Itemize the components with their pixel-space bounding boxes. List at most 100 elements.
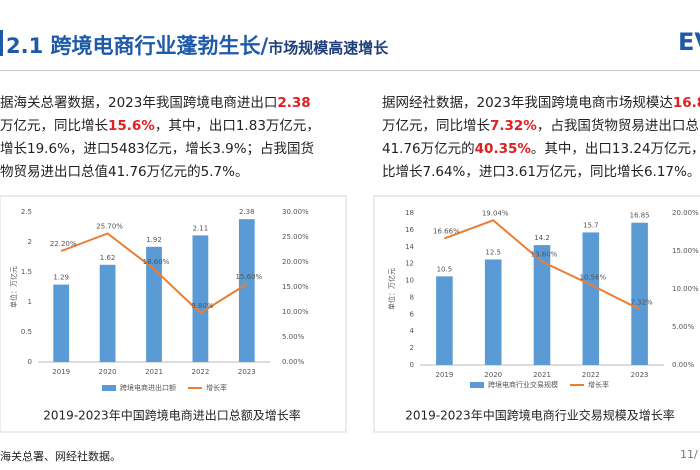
text-line: 物贸易进出口总值41.76万亿元的5.7%。 [0, 161, 340, 184]
bar-label: 1.92 [146, 236, 162, 244]
y-tick-label: 1.5 [21, 268, 32, 276]
bar-label: 15.7 [583, 221, 599, 229]
highlight: 15.6% [108, 118, 155, 134]
bar [146, 246, 162, 362]
y-tick-label: 0 [410, 361, 414, 369]
bar-label: 16.85 [630, 212, 650, 220]
text-run: 万亿元，同比增长 [382, 118, 490, 134]
highlight: 2.38 [277, 95, 311, 111]
text-run: 据海关总署数据，2023年我国跨境电商进出口 [0, 95, 278, 111]
line-label: 19.04% [482, 209, 509, 217]
legend-swatch [102, 385, 116, 391]
x-tick-label: 2021 [145, 368, 163, 376]
bar [192, 235, 209, 362]
y-tick-label: 2 [28, 238, 32, 246]
y2-tick-label: 20.00% [282, 258, 309, 266]
bar-label: 1.62 [100, 254, 116, 262]
y-tick-label: 10 [405, 277, 414, 285]
y2-tick-label: 25.00% [282, 233, 309, 241]
line-label: 15.60% [235, 273, 262, 281]
y2-tick-label: 0.00% [672, 361, 695, 369]
line-label: 22.20% [50, 240, 77, 248]
text-run: ，其中，出口1.83万亿元， [154, 118, 320, 134]
chart-title: 2019-2023年中国跨境电商进出口总额及增长率 [43, 408, 300, 423]
y2-tick-label: 30.00% [282, 208, 309, 216]
text-run: 。其中，出口13.24万亿元，同 [530, 141, 700, 157]
bar [631, 222, 648, 365]
y-tick-label: 2.5 [21, 208, 32, 216]
line-label: 25.70% [96, 223, 123, 231]
x-tick-label: 2019 [52, 368, 70, 376]
y-tick-label: 1 [28, 298, 32, 306]
x-tick-label: 2022 [582, 371, 600, 379]
text-run: 物贸易进出口总值41.76万亿元的5.7%。 [0, 164, 249, 180]
text-run: ，占我国货物贸易进出口总 [536, 118, 699, 134]
bar [99, 264, 116, 362]
text-run: 据网经社数据，2023年我国跨境电商市场规模达 [382, 95, 673, 111]
bar-label: 12.5 [485, 248, 501, 256]
bar-label: 1.29 [53, 274, 69, 282]
y2-tick-label: 5.00% [672, 323, 695, 331]
text-line: 据海关总署数据，2023年我国跨境电商进出口2.38 [0, 92, 340, 115]
bar-label: 14.2 [534, 234, 550, 242]
bar-label: 10.5 [437, 265, 453, 273]
x-tick-label: 2019 [435, 371, 453, 379]
text-line: 增长19.6%，进口5483亿元，增长3.9%；占我国货 [0, 138, 340, 161]
bar [582, 232, 600, 365]
y-tick-label: 6 [410, 310, 415, 318]
y-tick-label: 4 [410, 327, 415, 335]
y-tick-label: 0.5 [21, 328, 32, 336]
line-label: 18.60% [143, 258, 170, 266]
line-label: 7.32% [630, 298, 653, 306]
y-tick-label: 18 [405, 209, 414, 217]
line [444, 219, 641, 311]
legend-swatch [470, 382, 484, 388]
accent-bar [0, 30, 3, 56]
bar [238, 219, 255, 362]
paragraph: 据网经社数据，2023年我国跨境电商市场规模达16.8万亿元，同比增长7.32%… [382, 92, 700, 184]
y2-tick-label: 15.00% [672, 247, 699, 255]
chart-title: 2019-2023年中国跨境电商行业交易规模及增长率 [405, 408, 674, 423]
y-tick-label: 2 [410, 344, 414, 352]
panel [0, 195, 347, 433]
text-line: 41.76万亿元的40.35%。其中，出口13.24万亿元，同 [382, 138, 700, 161]
legend-label: 增长率 [206, 383, 227, 392]
line-label: 10.56% [579, 274, 606, 282]
text-run: 41.76万亿元的 [382, 141, 475, 157]
y2-tick-label: 0.00% [282, 358, 305, 366]
y-axis-label: 单位：万亿元 [9, 266, 18, 308]
title: 2.1 跨境电商行业蓬勃生长/市场规模高速增长 [6, 30, 388, 60]
bar-label: 2.38 [239, 208, 255, 216]
line [60, 232, 248, 315]
legend-label: 增长率 [588, 380, 609, 389]
x-tick-label: 2023 [238, 368, 256, 376]
line-label: 16.66% [433, 227, 460, 235]
text-line: 比增长7.64%，进口3.61万亿元，同比增长6.17%。 [382, 161, 700, 184]
bar-label: 2.11 [193, 224, 209, 232]
line-label: 9.80% [191, 302, 214, 310]
text-run: 比增长7.64%，进口3.61万亿元，同比增长6.17%。 [382, 164, 700, 180]
y2-tick-label: 20.00% [672, 209, 699, 217]
bar [533, 245, 551, 365]
x-tick-label: 2020 [484, 371, 502, 379]
bar [53, 284, 70, 362]
x-tick-label: 2021 [533, 371, 551, 379]
source: 海关总署、网经社数据。 [0, 450, 121, 463]
panel [373, 195, 700, 433]
y2-tick-label: 15.00% [282, 283, 309, 291]
divider [0, 70, 700, 71]
text-line: 据网经社数据，2023年我国跨境电商市场规模达16.8 [382, 92, 700, 115]
highlight: 7.32% [490, 118, 537, 134]
legend-label: 跨境电商行业交易规模 [488, 380, 558, 389]
y2-tick-label: 10.00% [282, 308, 309, 316]
highlight: 16.8 [672, 95, 700, 111]
y-tick-label: 0 [28, 358, 32, 366]
y-tick-label: 14 [405, 243, 414, 251]
text-line: 万亿元，同比增长15.6%，其中，出口1.83万亿元， [0, 115, 340, 138]
y-tick-label: 8 [410, 293, 414, 301]
paragraph: 据海关总署数据，2023年我国跨境电商进出口2.38 万亿元，同比增长15.6%，… [0, 92, 340, 184]
text-line: 万亿元，同比增长7.32%，占我国货物贸易进出口总 [382, 115, 700, 138]
highlight: 40.35% [474, 141, 531, 157]
logo: EV [678, 28, 700, 56]
